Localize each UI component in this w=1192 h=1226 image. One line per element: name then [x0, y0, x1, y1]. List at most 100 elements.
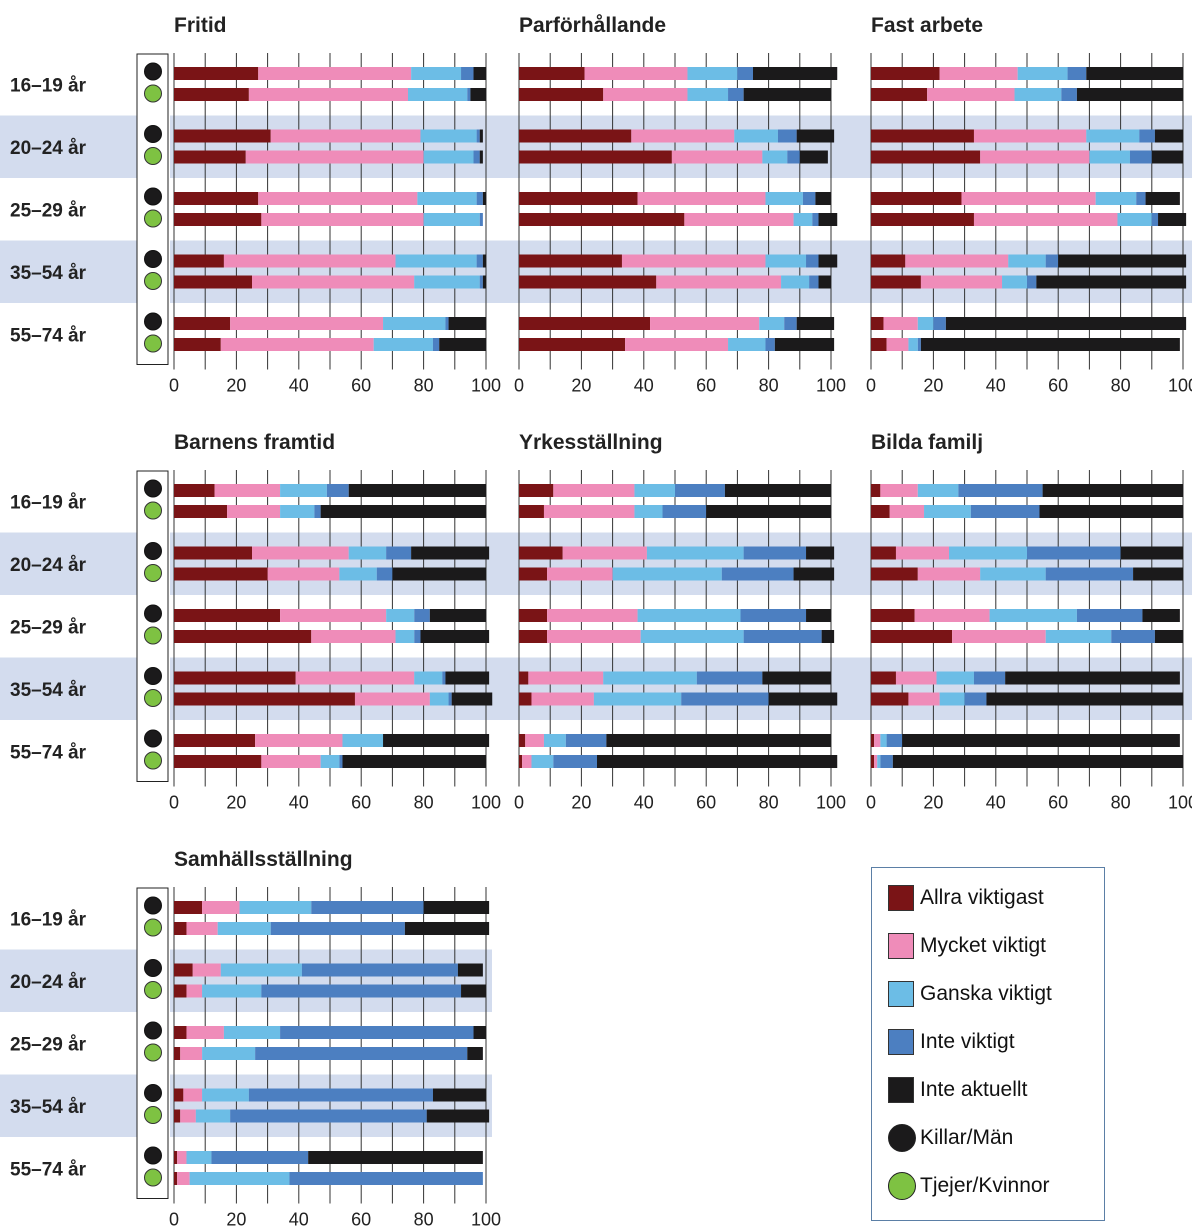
x-tick-label: 20	[923, 376, 943, 396]
bar-segment-samhallsstallning-inte-viktigt	[289, 1172, 483, 1185]
bar-segment-yrkesstallning-ganska-viktigt	[531, 755, 554, 768]
bar-segment-parforhallande-inte-aktuellt	[796, 129, 835, 143]
bar-segment-fritid-allra-viktigast	[174, 88, 249, 101]
bar-segment-barnens-framtid-inte-viktigt	[414, 609, 430, 622]
bar-segment-samhallsstallning-inte-aktuellt	[423, 901, 490, 914]
bar-segment-yrkesstallning-inte-viktigt	[743, 546, 807, 560]
bar-segment-bilda-familj-inte-viktigt	[880, 755, 893, 768]
bar-segment-samhallsstallning-ganska-viktigt	[239, 901, 312, 914]
tjejer-marker	[144, 689, 162, 707]
legend-item-inte-viktigt: Inte viktigt	[888, 1027, 1015, 1057]
x-tick-label: 20	[923, 793, 943, 813]
bar-segment-fritid-mycket-viktigt	[258, 67, 412, 80]
bar-segment-fritid-allra-viktigast	[174, 338, 221, 351]
bar-segment-fritid-mycket-viktigt	[230, 317, 384, 330]
bar-segment-parforhallande-allra-viktigast	[519, 88, 604, 101]
bar-segment-barnens-framtid-ganska-viktigt	[280, 484, 327, 497]
bar-segment-barnens-framtid-ganska-viktigt	[414, 671, 443, 685]
bar-segment-fritid-allra-viktigast	[174, 150, 246, 164]
bar-segment-barnens-framtid-inte-viktigt	[414, 630, 421, 643]
bar-segment-samhallsstallning-inte-aktuellt	[308, 1151, 483, 1164]
panel-title-parforhallande: Parförhållande	[519, 14, 666, 37]
killar-marker	[144, 1146, 162, 1165]
bar-segment-barnens-framtid-allra-viktigast	[174, 567, 268, 581]
bar-segment-fast-arbete-inte-aktuellt	[920, 338, 1180, 351]
bar-segment-fritid-inte-aktuellt	[439, 338, 486, 351]
x-tick-label: 40	[634, 376, 654, 396]
x-tick-label: 0	[169, 793, 179, 813]
bar-segment-samhallsstallning-ganska-viktigt	[220, 963, 302, 977]
bar-segment-fritid-inte-aktuellt	[470, 88, 486, 101]
bar-segment-bilda-familj-allra-viktigast	[871, 546, 896, 560]
bar-segment-parforhallande-inte-viktigt	[765, 338, 775, 351]
bar-segment-fast-arbete-inte-viktigt	[933, 317, 946, 330]
bar-segment-samhallsstallning-inte-viktigt	[311, 901, 424, 914]
bar-segment-yrkesstallning-inte-viktigt	[740, 609, 807, 622]
bar-segment-fritid-ganska-viktigt	[383, 317, 446, 330]
bar-segment-parforhallande-allra-viktigast	[519, 254, 622, 268]
bar-segment-bilda-familj-inte-viktigt	[1045, 567, 1134, 581]
bar-segment-fast-arbete-mycket-viktigt	[939, 67, 1018, 80]
bar-segment-bilda-familj-allra-viktigast	[871, 755, 875, 768]
bar-segment-fritid-allra-viktigast	[174, 67, 259, 80]
bar-segment-fast-arbete-inte-viktigt	[1136, 192, 1146, 205]
tjejer-marker	[144, 1168, 162, 1187]
bar-segment-fritid-ganska-viktigt	[411, 67, 462, 80]
bar-segment-bilda-familj-ganska-viktigt	[1045, 630, 1112, 643]
bar-segment-barnens-framtid-inte-aktuellt	[342, 755, 486, 768]
bar-segment-barnens-framtid-ganska-viktigt	[395, 630, 415, 643]
bar-segment-samhallsstallning-ganska-viktigt	[202, 1088, 249, 1102]
row-band	[170, 657, 1192, 720]
bar-segment-fast-arbete-inte-aktuellt	[945, 317, 1187, 330]
label-band	[0, 115, 137, 178]
bar-segment-samhallsstallning-inte-aktuellt	[457, 963, 483, 977]
bar-segment-fritid-ganska-viktigt	[414, 275, 480, 289]
bar-segment-yrkesstallning-inte-viktigt	[675, 484, 725, 497]
bar-segment-yrkesstallning-inte-aktuellt	[597, 755, 838, 768]
bar-segment-parforhallande-allra-viktigast	[519, 338, 626, 351]
bar-segment-bilda-familj-mycket-viktigt	[874, 755, 878, 768]
bar-segment-fast-arbete-mycket-viktigt	[920, 275, 1003, 289]
panel-title-fast-arbete: Fast arbete	[871, 14, 983, 37]
bar-segment-fast-arbete-ganska-viktigt	[1095, 192, 1137, 205]
bar-segment-yrkesstallning-mycket-viktigt	[543, 505, 635, 518]
bar-segment-samhallsstallning-allra-viktigast	[174, 1151, 178, 1164]
bar-segment-samhallsstallning-ganska-viktigt	[217, 922, 271, 935]
bar-segment-bilda-familj-inte-viktigt	[970, 505, 1040, 518]
bar-segment-parforhallande-mycket-viktigt	[631, 129, 735, 143]
x-tick-label: 80	[1111, 793, 1131, 813]
x-tick-label: 100	[471, 1210, 501, 1226]
bar-segment-fast-arbete-inte-viktigt	[1139, 129, 1155, 143]
legend-label-allra-viktigast: Allra viktigast	[920, 886, 1044, 909]
bar-segment-barnens-framtid-inte-aktuellt	[383, 734, 490, 747]
age-label: 25–29 år	[10, 617, 87, 638]
legend-label-inte-viktigt: Inte viktigt	[920, 1030, 1015, 1053]
bar-segment-fast-arbete-mycket-viktigt	[973, 213, 1118, 226]
bar-segment-fast-arbete-inte-aktuellt	[1076, 88, 1183, 101]
bar-segment-bilda-familj-inte-aktuellt	[1039, 505, 1183, 518]
legend-label-killar: Killar/Män	[920, 1126, 1014, 1149]
bar-segment-barnens-framtid-allra-viktigast	[174, 692, 355, 706]
bar-segment-parforhallande-inte-viktigt	[809, 275, 819, 289]
panel-title-samhallsstallning: Samhällsställning	[174, 848, 353, 871]
bar-segment-fritid-inte-viktigt	[479, 213, 483, 226]
bar-segment-bilda-familj-ganska-viktigt	[936, 671, 974, 685]
bar-segment-fast-arbete-allra-viktigast	[871, 213, 974, 226]
bar-segment-barnens-framtid-mycket-viktigt	[261, 755, 321, 768]
bar-segment-samhallsstallning-mycket-viktigt	[180, 1109, 196, 1123]
bar-segment-yrkesstallning-mycket-viktigt	[562, 546, 647, 560]
bar-segment-yrkesstallning-ganska-viktigt	[637, 609, 741, 622]
bar-segment-fritid-inte-viktigt	[476, 254, 483, 268]
panel-title-barnens-framtid: Barnens framtid	[174, 431, 335, 454]
age-label: 20–24 år	[10, 972, 87, 993]
bar-segment-yrkesstallning-allra-viktigast	[519, 505, 544, 518]
x-tick-label: 0	[169, 376, 179, 396]
bar-segment-samhallsstallning-inte-aktuellt	[473, 1026, 486, 1039]
bar-segment-barnens-framtid-allra-viktigast	[174, 546, 252, 560]
x-tick-label: 80	[759, 376, 779, 396]
bar-segment-barnens-framtid-mycket-viktigt	[252, 546, 349, 560]
bar-segment-bilda-familj-inte-viktigt	[886, 734, 903, 747]
bar-segment-yrkesstallning-inte-aktuellt	[806, 609, 831, 622]
bar-segment-fast-arbete-ganska-viktigt	[1086, 129, 1140, 143]
bar-segment-samhallsstallning-inte-viktigt	[301, 963, 458, 977]
